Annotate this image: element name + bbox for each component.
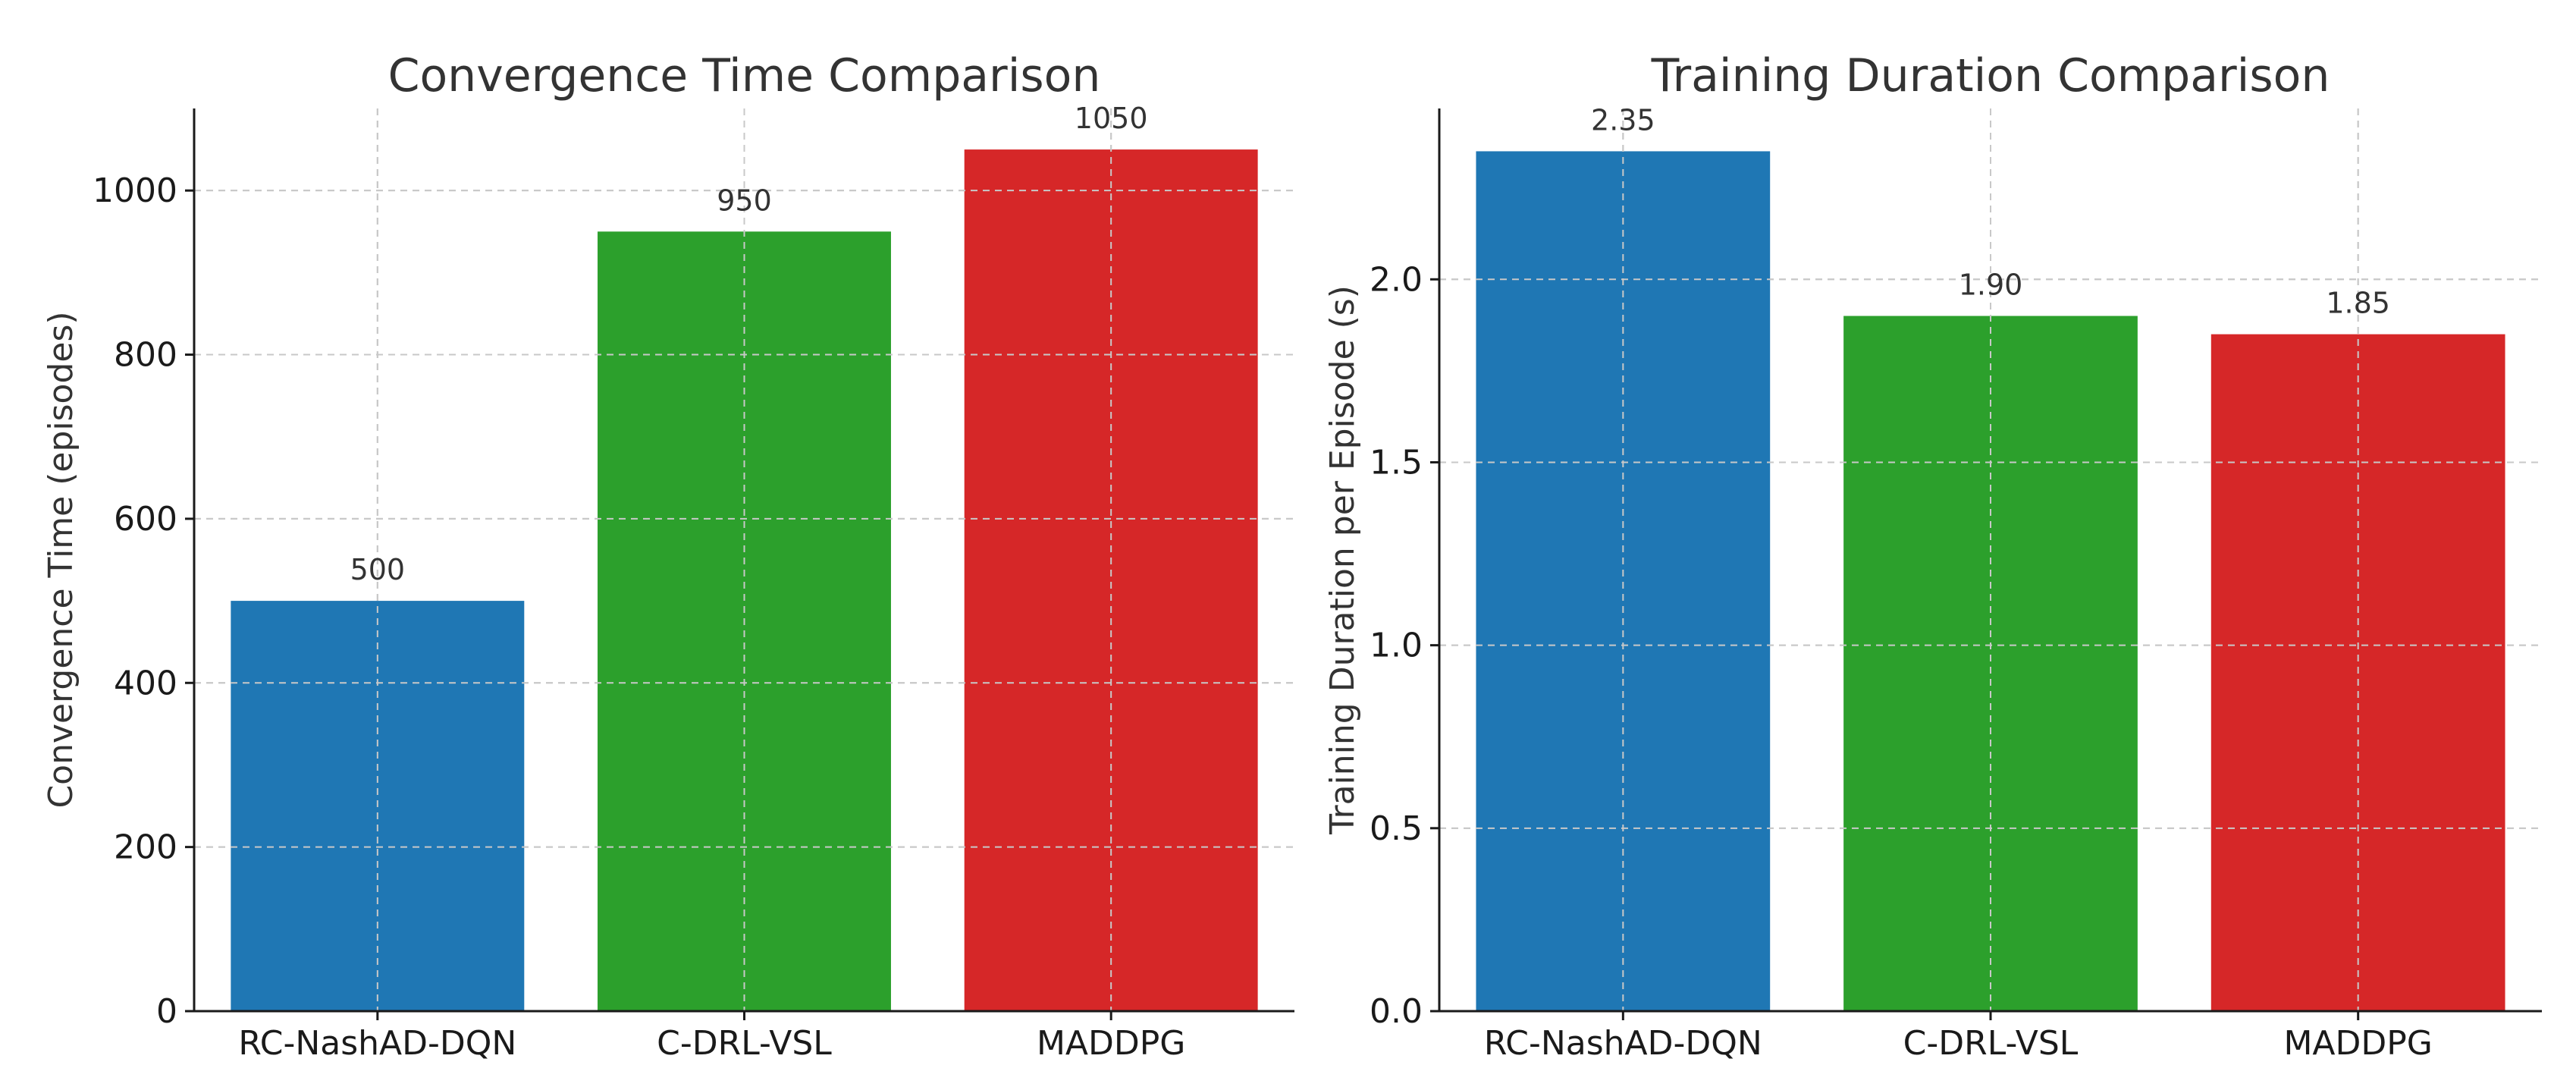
y-tick-label: 600 [114, 500, 177, 539]
convergence-time-chart: 500 950 1050 0 200 400 600 800 1000 RC-NashAD-DQN… [42, 49, 1294, 1063]
bar-value-label: 2.35 [1591, 103, 1655, 137]
bar-value-label: 950 [717, 184, 772, 217]
y-axis-label: Convergence Time (episodes) [42, 311, 80, 808]
y-tick-label: 200 [114, 828, 177, 867]
y-tick-label: 0 [156, 992, 177, 1031]
y-tick-label: 1.5 [1370, 443, 1423, 482]
y-axis-label: Training Duration per Episode (s) [1323, 285, 1362, 835]
x-tick-label: RC-NashAD-DQN [1484, 1024, 1762, 1063]
x-tick-label: MADDPG [2283, 1024, 2432, 1063]
x-tick-label: C-DRL-VSL [657, 1024, 832, 1063]
y-tick-label: 0.5 [1370, 809, 1423, 848]
y-tick-label: 2.0 [1370, 260, 1423, 299]
chart-title: Convergence Time Comparison [388, 49, 1101, 102]
y-tick-label: 1.0 [1370, 627, 1423, 665]
y-tick-label: 1000 [93, 171, 177, 210]
x-tick-label: RC-NashAD-DQN [238, 1024, 516, 1063]
bar-value-label: 1050 [1075, 102, 1148, 135]
y-tick-label: 400 [114, 664, 177, 702]
y-tick-label: 0.0 [1370, 992, 1423, 1031]
y-tick-label: 800 [114, 336, 177, 375]
x-tick-label: C-DRL-VSL [1903, 1024, 2079, 1063]
chart-title: Training Duration Comparison [1651, 49, 2330, 102]
bar-value-label: 1.90 [1959, 269, 2023, 302]
x-tick-label: MADDPG [1037, 1024, 1185, 1063]
bar-value-label: 1.85 [2326, 287, 2390, 320]
training-duration-chart: 2.35 1.90 1.85 0.0 0.5 1.0 1.5 2.0 RC-NashAD-DQN… [1323, 49, 2542, 1063]
bar-c-drl-vsl [1843, 316, 2138, 1012]
bar-value-label: 500 [350, 553, 406, 586]
